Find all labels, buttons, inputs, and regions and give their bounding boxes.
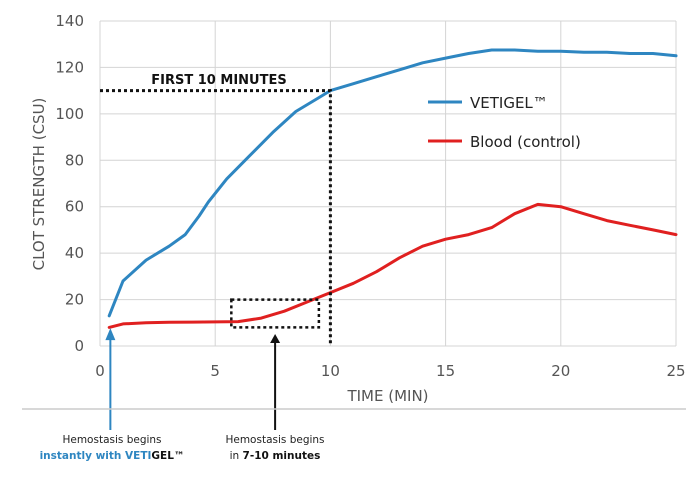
series-line-blood <box>107 202 678 329</box>
x-tick-label: 20 <box>551 362 570 380</box>
legend: VETIGEL™ Blood (control) <box>428 94 581 151</box>
y-tick-label: 60 <box>65 198 84 216</box>
y-axis-title: CLOT STRENGTH (CSU) <box>30 98 48 271</box>
note-vetigel: Hemostasis begins instantly with VETIGEL… <box>30 432 194 464</box>
note-vetigel-blue: instantly with VETI <box>39 450 152 462</box>
series-lines <box>107 48 678 329</box>
note-blood-bold: 7-10 minutes <box>242 450 321 462</box>
y-tick-label: 20 <box>65 291 84 309</box>
y-tick-labels: 0 20 40 60 80 100 120 140 <box>55 12 84 355</box>
note-blood-line1: Hemostasis begins <box>225 434 325 446</box>
first-10-minutes-guide <box>100 89 332 346</box>
x-tick-label: 5 <box>210 362 220 380</box>
y-tick-label: 40 <box>65 244 84 262</box>
note-blood-line2: in 7-10 minutes <box>205 448 345 464</box>
annotations <box>100 89 332 430</box>
y-tick-label: 120 <box>55 58 84 76</box>
series-line-vetigel <box>107 48 678 318</box>
x-axis-title: TIME (MIN) <box>346 387 428 405</box>
legend-label-vetigel: VETIGEL™ <box>470 94 548 112</box>
note-blood-prefix: in <box>229 450 243 462</box>
x-tick-label: 0 <box>95 362 105 380</box>
note-vetigel-dark: GEL™ <box>151 450 185 462</box>
y-tick-label: 140 <box>55 12 84 30</box>
y-tick-label: 80 <box>65 151 84 169</box>
y-tick-label: 100 <box>55 105 84 123</box>
y-tick-label: 0 <box>74 337 84 355</box>
blood-arrow-head <box>270 334 281 343</box>
onset-window-box <box>230 298 321 329</box>
x-tick-label: 10 <box>321 362 340 380</box>
note-vetigel-line2: instantly with VETIGEL™ <box>30 448 194 464</box>
note-blood: Hemostasis begins in 7-10 minutes <box>205 432 345 464</box>
grid <box>99 20 677 347</box>
x-tick-labels: 0 5 10 15 20 25 <box>95 362 685 380</box>
x-tick-label: 15 <box>436 362 455 380</box>
note-vetigel-line1: Hemostasis begins <box>62 434 162 446</box>
first-10-minutes-label: FIRST 10 MINUTES <box>151 73 286 88</box>
vetigel-arrow-head <box>105 328 116 341</box>
x-tick-label: 25 <box>666 362 685 380</box>
legend-label-blood: Blood (control) <box>470 133 581 151</box>
